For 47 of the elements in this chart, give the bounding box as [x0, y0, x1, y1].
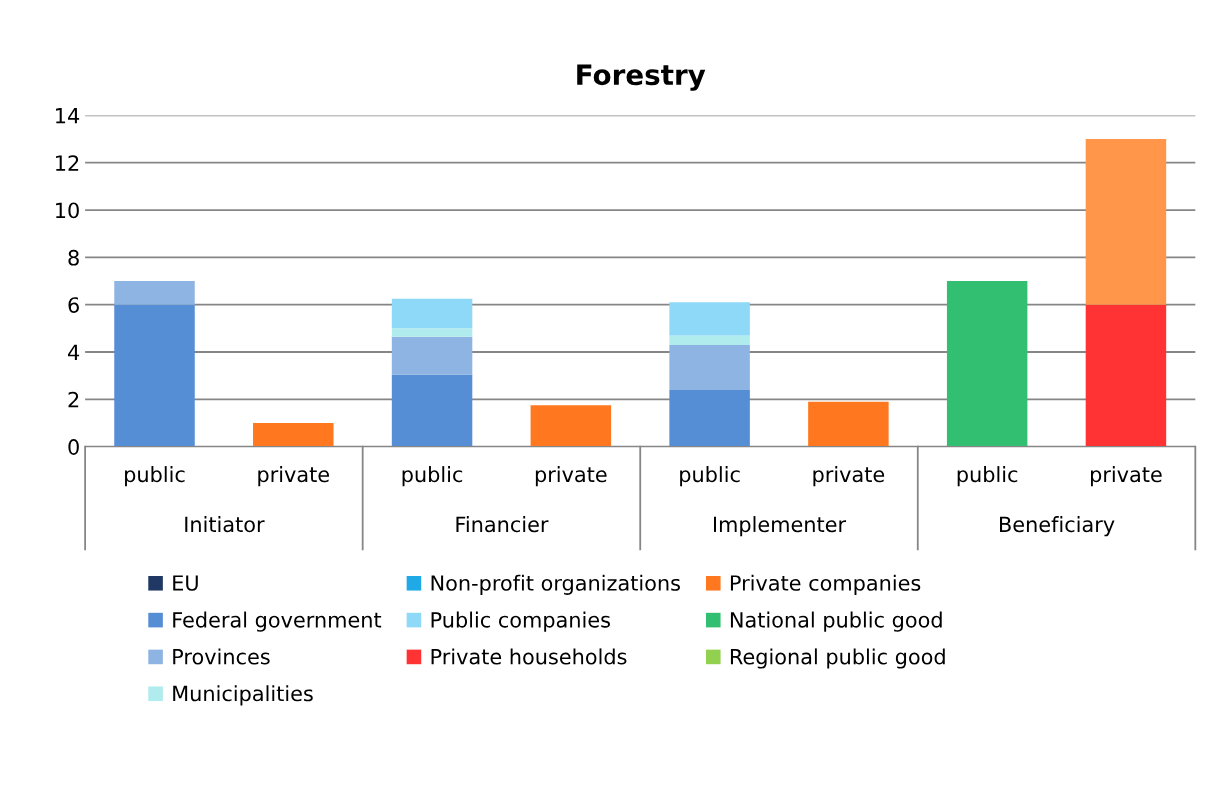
y-tick-label: 8	[68, 249, 79, 266]
x-tick-label: private	[813, 466, 885, 487]
y-tick-label: 6	[68, 297, 79, 313]
chart-title: Forestry	[577, 64, 706, 91]
legend-label: Provinces	[173, 648, 270, 665]
x-tick-label: public	[402, 466, 463, 487]
y-tick-label: 2	[68, 391, 79, 408]
legend-label: Federal government	[173, 611, 382, 632]
y-tick-label: 12	[56, 155, 79, 171]
x-tick-label: public	[680, 466, 740, 487]
bar	[1085, 139, 1167, 305]
y-tick-label: 10	[56, 202, 79, 219]
x-tick-label: private	[535, 466, 607, 487]
legend-label: Regional public good	[730, 648, 945, 669]
bar	[669, 302, 750, 336]
x-tick-label: private	[1091, 466, 1162, 487]
bar	[391, 336, 473, 375]
legend-label: Private companies	[730, 574, 921, 595]
legend-label: Non-profit organizations	[431, 574, 680, 595]
bar	[946, 281, 1028, 447]
bar	[669, 344, 750, 390]
legend-label: National public good	[730, 611, 942, 632]
legend-label: Public companies	[431, 611, 610, 632]
x-tick-label: public	[125, 466, 185, 487]
text: Implementer	[713, 516, 847, 537]
bar	[114, 281, 195, 305]
legend-label: EU	[173, 575, 198, 591]
text: Beneficiary	[1000, 516, 1115, 537]
bar	[391, 328, 473, 337]
bar	[808, 401, 889, 447]
legend-label: Municipalities	[173, 685, 313, 706]
bar	[391, 298, 473, 329]
y-tick-label: 4	[68, 344, 80, 360]
legend-label: Private households	[431, 648, 627, 665]
x-tick-label: private	[258, 466, 329, 487]
bar	[114, 304, 195, 447]
bar	[253, 423, 334, 447]
y-tick-label: 0	[68, 439, 79, 455]
bar	[669, 335, 750, 345]
text: Initiator	[185, 516, 265, 533]
bar	[1085, 304, 1167, 447]
bar	[530, 405, 612, 447]
bar	[391, 374, 473, 447]
text: Financier	[456, 516, 549, 533]
bar	[669, 389, 750, 447]
x-tick-label: public	[957, 466, 1018, 487]
y-tick-label: 14	[56, 108, 80, 124]
